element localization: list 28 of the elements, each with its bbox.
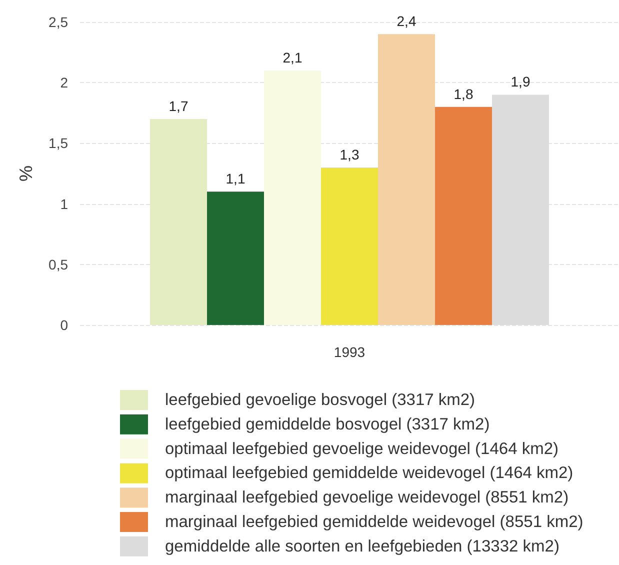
legend-label: leefgebied gemiddelde bosvogel (3317 km2) (165, 415, 490, 434)
data-label: 1,1 (226, 170, 246, 187)
legend-label: leefgebied gevoelige bosvogel (3317 km2) (165, 391, 476, 409)
legend-label: optimaal leefgebied gemiddelde weidevogel (1464 km2) (165, 464, 574, 482)
bar (264, 70, 321, 325)
y-tick-label: 0,5 (48, 256, 68, 272)
x-tick-label: 1993 (334, 344, 366, 360)
bar (435, 106, 492, 325)
data-label: 2,4 (396, 13, 416, 30)
y-tick-label: 2,5 (48, 14, 68, 30)
bar (321, 167, 378, 325)
legend-label: marginaal leefgebied gemiddelde weidevogel (8551 km2) (165, 513, 584, 531)
data-label: 2,1 (282, 49, 302, 66)
legend-label: gemiddelde alle soorten en leefgebieden (13332 km2) (165, 537, 560, 556)
y-tick-label: 0 (60, 317, 68, 333)
y-tick-label: 1,5 (48, 135, 68, 152)
legend-label: optimaal leefgebied gevoelige weidevogel (1464 km2) (165, 440, 559, 458)
bar (207, 192, 264, 325)
legend-label: marginaal leefgebied gevoelige weidevogel (8551 km2) (165, 488, 569, 507)
data-label: 1,7 (168, 98, 188, 114)
y-tick-label: 2 (60, 74, 68, 91)
y-axis-title: % (16, 165, 36, 182)
data-label: 1,3 (340, 146, 360, 162)
y-tick-label: 1 (60, 196, 68, 212)
bar (150, 118, 207, 325)
bar (378, 34, 435, 325)
data-label: 1,8 (454, 86, 474, 102)
data-label: 1,9 (510, 74, 530, 90)
